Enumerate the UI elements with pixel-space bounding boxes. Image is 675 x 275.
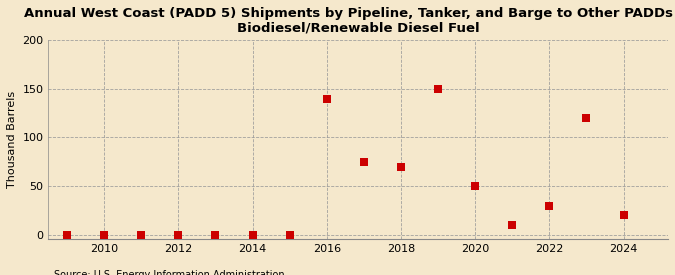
Point [321,96,332,101]
Point [618,213,629,217]
Y-axis label: Thousand Barrels: Thousand Barrels [7,91,17,188]
Title: Annual West Coast (PADD 5) Shipments by Pipeline, Tanker, and Barge to Other PAD: Annual West Coast (PADD 5) Shipments by … [24,7,675,35]
Point [136,232,146,237]
Point [433,87,443,91]
Point [507,223,518,227]
Point [284,232,295,237]
Point [247,232,258,237]
Point [173,232,184,237]
Text: Source: U.S. Energy Information Administration: Source: U.S. Energy Information Administ… [54,271,285,275]
Point [544,204,555,209]
Point [61,232,72,237]
Point [396,164,406,169]
Point [358,160,369,164]
Point [210,232,221,237]
Point [470,184,481,188]
Point [581,116,592,120]
Point [99,232,109,237]
